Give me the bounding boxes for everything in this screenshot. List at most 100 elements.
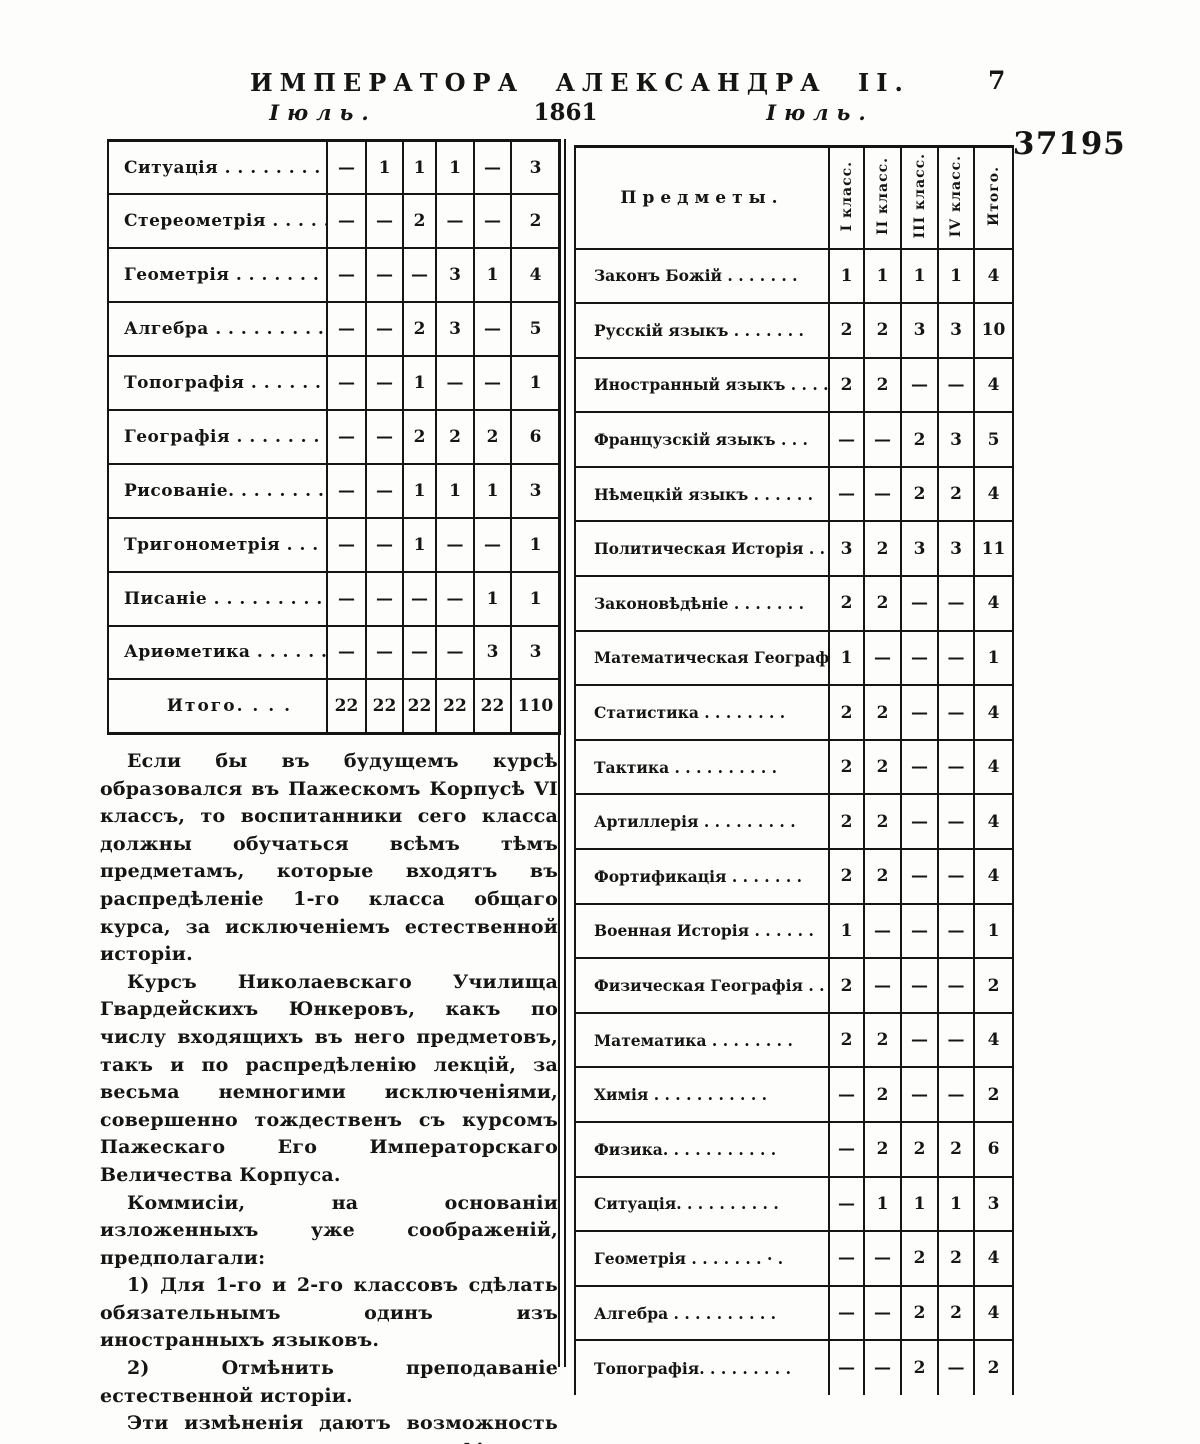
hours-cell: 1: [900, 247, 939, 305]
table-row: Стереометрія . . . . . . — —2— —2: [107, 193, 561, 250]
hours-cell: —: [365, 624, 404, 681]
hours-cell: —: [365, 355, 404, 411]
hours-cell: 1: [973, 902, 1014, 960]
hours-cell: 2: [973, 1066, 1014, 1123]
hours-cell: 1: [402, 355, 437, 411]
hours-cell: 3: [510, 139, 561, 196]
subject-label: Нѣмецкій языкъ . . . . . .: [574, 465, 830, 523]
hours-cell: 22: [473, 678, 512, 735]
hours-cell: —: [900, 738, 939, 796]
hours-cell: 22: [365, 678, 404, 735]
hours-cell: 2: [828, 793, 865, 851]
paragraph-list-item-1: 1) Для 1-го и 2-го классовъ сдѣлать обяз…: [100, 1274, 558, 1352]
right-table-header-row: Предметы. I класс. II класс. III класс. …: [574, 145, 1014, 250]
hours-cell: 3: [435, 247, 475, 304]
table-row: Артиллерія . . . . . . . . . 2 2— —4: [574, 793, 1014, 851]
hours-cell: 2: [863, 848, 902, 905]
table-row: Французскій языкъ . . . — —2 3 5: [574, 411, 1014, 468]
table-row: Писаніе . . . . . . . . . — — — —1 1: [107, 570, 561, 627]
hours-cell: 2: [402, 408, 437, 465]
subject-label: Писаніе . . . . . . . . .: [107, 570, 328, 627]
hours-cell: 2: [863, 1011, 902, 1069]
hours-cell: —: [937, 575, 975, 632]
hours-cell: —: [365, 462, 404, 519]
hours-cell: 110: [510, 678, 561, 735]
hours-cell: —: [326, 462, 367, 519]
hours-cell: 2: [863, 356, 902, 414]
paragraph-4: Эти измѣненія даютъ возможность передвин…: [100, 1412, 558, 1444]
table-row: Статистика . . . . . . . . 2 2— —4: [574, 684, 1014, 741]
subject-label: Статистика . . . . . . . .: [574, 684, 830, 741]
col-header-class-4-label: IV класс.: [948, 154, 964, 237]
table-row: Ариѳметика . . . . . . — — — —3 3: [107, 624, 561, 681]
hours-cell: 1: [473, 247, 512, 304]
hours-cell: 2: [828, 1011, 865, 1069]
hours-cell: 4: [973, 575, 1014, 632]
table-row: Физика. . . . . . . . . . . —2 2 2 6: [574, 1121, 1014, 1178]
hours-cell: 4: [973, 247, 1014, 305]
hours-cell: —: [326, 570, 367, 627]
hours-cell: —: [402, 624, 437, 681]
subject-label: Алгебра . . . . . . . . .: [107, 301, 328, 358]
subject-label: Математика . . . . . . . .: [574, 1011, 830, 1069]
table-row: Географія . . . . . . . — —2 2 2 6: [107, 408, 561, 465]
hours-cell: 2: [402, 301, 437, 358]
hours-cell: —: [326, 139, 367, 196]
subject-label: Иностранный языкъ . . . .: [574, 356, 830, 414]
hours-cell: 2: [828, 684, 865, 741]
hours-cell: 2: [900, 465, 939, 523]
hours-cell: 2: [863, 684, 902, 741]
hours-cell: 22: [435, 678, 475, 735]
hours-cell: —: [937, 629, 975, 687]
hours-cell: —: [828, 411, 865, 468]
col-header-class-1-label: I класс.: [838, 160, 855, 231]
hours-cell: 3: [973, 1175, 1014, 1233]
hours-cell: 1: [435, 462, 475, 519]
hours-cell: 1: [473, 462, 512, 519]
hours-cell: 6: [510, 408, 561, 465]
hours-cell: 3: [510, 462, 561, 519]
paragraph-3: Коммисіи, на основаніи изложенныхъ уже с…: [100, 1191, 558, 1269]
col-header-class-2-label: II класс.: [874, 156, 891, 235]
col-header-class-2: II класс.: [863, 145, 902, 250]
left-table-body: Ситуація . . . . . . . . —1 1 1—3 Стереометр…: [107, 139, 561, 735]
hours-cell: —: [937, 957, 975, 1014]
hours-cell: —: [365, 247, 404, 304]
hours-cell: —: [473, 193, 512, 250]
table-row: Ситуація. . . . . . . . . . —1 1 1 3: [574, 1175, 1014, 1233]
hours-cell: —: [326, 247, 367, 304]
hours-cell: —: [473, 139, 512, 196]
hours-cell: —: [828, 1121, 865, 1178]
paragraph-1: Если бы въ будущемъ курсѣ образовался въ…: [100, 750, 558, 966]
hours-cell: 10: [973, 302, 1014, 359]
subject-label: Итого. . . .: [107, 678, 328, 735]
table-row: Физическая Географія . . . . 2— — —2: [574, 957, 1014, 1014]
hours-cell: 2: [828, 356, 865, 414]
subject-label: Топографія . . . . . .: [107, 355, 328, 411]
hours-cell: 2: [828, 575, 865, 632]
hours-cell: —: [365, 301, 404, 358]
subject-label: Тактика . . . . . . . . . .: [574, 738, 830, 796]
hours-cell: —: [937, 1011, 975, 1069]
subject-label: Математическая Географія .: [574, 629, 830, 687]
table-row: Тригонометрія . . . . . — —1— —1: [107, 516, 561, 573]
hours-cell: 1: [937, 247, 975, 305]
hours-cell: 2: [402, 193, 437, 250]
hours-cell: 2: [973, 1339, 1014, 1395]
hours-cell: 4: [973, 465, 1014, 523]
hours-cell: 1: [510, 570, 561, 627]
table-row: Геометрія . . . . . . . . — — —3 1 4: [107, 247, 561, 304]
hours-cell: —: [863, 465, 902, 523]
page-title: ИМПЕРАТОРА АЛЕКСАНДРА II.: [250, 68, 910, 97]
hours-cell: —: [900, 629, 939, 687]
hours-cell: 5: [973, 411, 1014, 468]
hours-cell: 2: [900, 1121, 939, 1178]
table-row: Топографія. . . . . . . . . — —2—2: [574, 1339, 1014, 1395]
hours-cell: 1: [828, 247, 865, 305]
hours-cell: —: [900, 957, 939, 1014]
hours-cell: —: [435, 516, 475, 573]
hours-cell: 2: [973, 957, 1014, 1014]
hours-cell: 2: [828, 848, 865, 905]
hours-cell: —: [326, 301, 367, 358]
hours-cell: —: [863, 1230, 902, 1287]
